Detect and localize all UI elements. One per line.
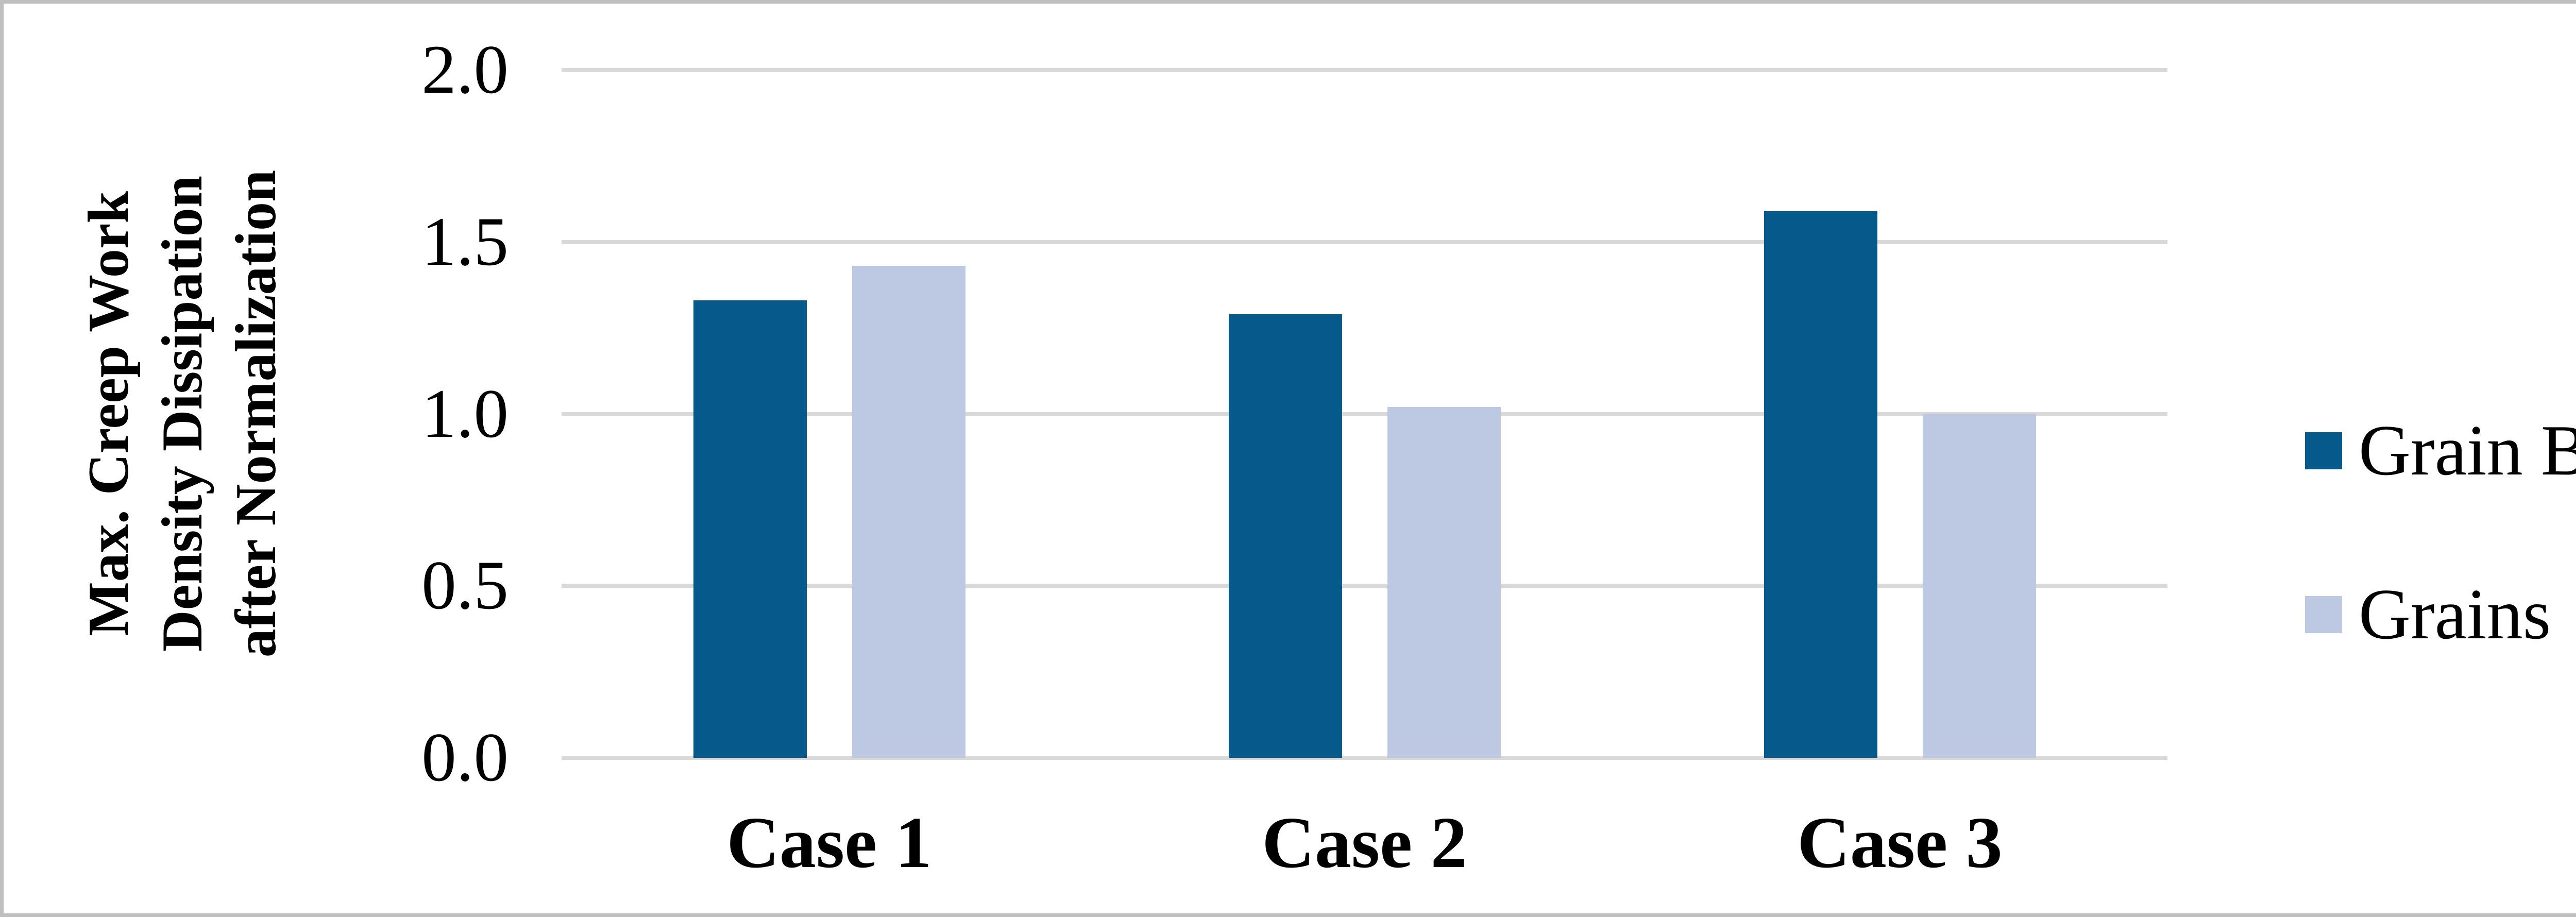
y-tick-label-0.5: 0.5 <box>421 547 509 624</box>
y-tick-label-1.5: 1.5 <box>421 203 509 280</box>
x-axis-label-case-1: Case 1 <box>726 802 932 883</box>
y-axis-title-line: Density Dissipation <box>150 175 214 652</box>
bar-grain-boundaries-case-3 <box>1764 211 1877 758</box>
legend-marker-grain-boundaries <box>2305 432 2342 469</box>
legend-label-grain-boundaries: Grain Boundaries <box>2359 411 2576 490</box>
x-axis-label-case-2: Case 2 <box>1262 802 1467 883</box>
plot-area <box>562 68 2167 760</box>
gridline-y-0 <box>562 756 2167 760</box>
bar-grains-case-1 <box>852 266 965 758</box>
y-axis-title: Max. Creep Work Density Dissipation afte… <box>72 48 293 779</box>
y-axis-title-line: after Normalization <box>224 169 288 658</box>
x-axis-label-case-3: Case 3 <box>1797 802 2003 883</box>
gridline-y-1.5 <box>562 240 2167 244</box>
legend-marker-grains <box>2305 596 2342 633</box>
gridline-y-2 <box>562 68 2167 72</box>
y-axis-title-line: Max. Creep Work <box>76 191 141 636</box>
bar-grains-case-3 <box>1922 414 2036 758</box>
bar-grains-case-2 <box>1387 407 1501 758</box>
legend-item-grains: Grains <box>2305 573 2551 656</box>
y-tick-label-1.0: 1.0 <box>421 375 509 452</box>
bar-grain-boundaries-case-2 <box>1228 314 1342 758</box>
y-tick-label-0.0: 0.0 <box>421 719 509 796</box>
legend-item-grain-boundaries: Grain Boundaries <box>2305 410 2576 492</box>
gridline-y-1 <box>562 412 2167 416</box>
legend-label-grains: Grains <box>2359 574 2551 654</box>
y-tick-label-2.0: 2.0 <box>421 31 509 108</box>
bar-grain-boundaries-case-1 <box>693 300 807 758</box>
gridline-y-0.5 <box>562 584 2167 588</box>
